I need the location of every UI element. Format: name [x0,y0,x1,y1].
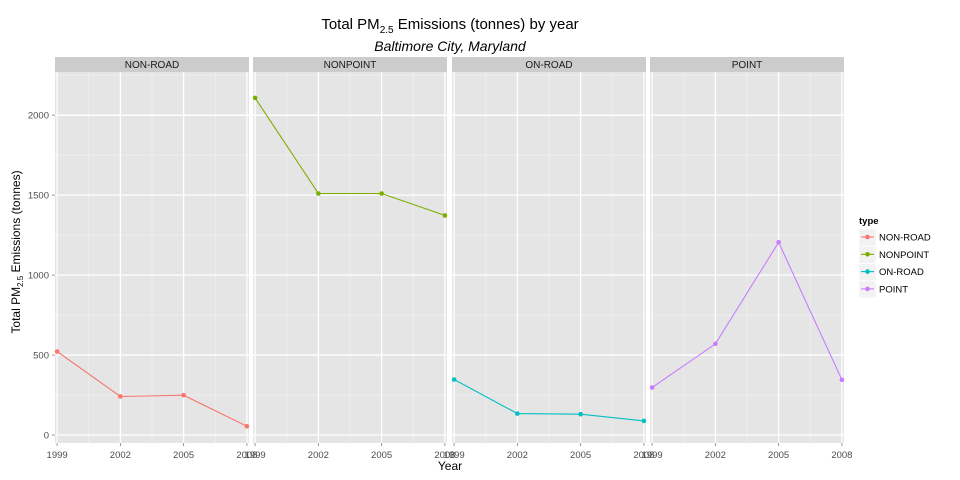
legend-item-point: POINT [858,280,908,299]
x-tick-label: 1999 [444,450,465,461]
x-tick-label: 1999 [642,450,663,461]
y-axis-title: Total PM2.5 Emissions (tonnes) [9,170,25,333]
y-tick-label: 0 [44,431,49,442]
x-tick-label: 2002 [110,450,131,461]
data-point [54,349,60,354]
y-axis-title-main: Total PM [9,287,23,334]
x-tick-label: 2008 [633,450,654,461]
y-tick-label: 1500 [28,191,49,202]
y-tick-label: 500 [33,351,49,362]
data-point [515,411,520,416]
data-point [118,394,123,399]
chart-subtitle: Baltimore City, Maryland [374,38,527,54]
data-point [776,240,781,245]
legend-title: type [859,216,879,227]
strip-label: ON-ROAD [525,60,572,71]
legend-key-point [865,269,870,274]
x-tick-label: 2002 [507,450,528,461]
y-tick-label: 2000 [28,111,49,122]
x-tick-label: 1999 [47,450,68,461]
strip-background [253,57,447,72]
x-tick-label: 1999 [245,450,266,461]
data-point [379,191,384,196]
panel-non-road: NON-ROAD 1999 2002 2005 2008 [47,57,257,461]
strip-background [452,57,646,72]
x-tick-label: 2008 [831,450,852,461]
x-tick-label: 2005 [173,450,194,461]
legend-item-nonpoint: NONPOINT [858,246,929,264]
panel-point: POINT 1999 2002 2005 2008 [642,57,852,461]
chart-title: Total PM2.5 Emissions (tonnes) by year [321,16,578,36]
strip-background [650,57,844,72]
y-tick-label: 1000 [28,271,49,282]
x-tick-label: 2008 [434,450,455,461]
data-point [252,95,258,101]
legend-key-point [865,234,870,240]
data-point [649,385,655,390]
y-axis-title-rest: Emissions (tonnes) [9,170,23,275]
series-line-non-road [56,351,248,427]
data-point [578,411,583,417]
x-axis-title: Year [438,459,462,473]
legend-label: NONPOINT [879,250,929,261]
chart-title-rest: Emissions (tonnes) by year [394,16,579,33]
x-tick-label: 2002 [308,450,329,461]
series-line-point [651,241,843,388]
legend-label: POINT [879,284,908,295]
series-line-on-road [453,379,644,422]
strip-label: POINT [732,60,763,71]
y-axis: 0 500 1000 1500 2000 [28,111,55,442]
legend-item-on-road: ON-ROAD [858,263,924,281]
strip-label: NON-ROAD [125,60,179,71]
data-point [244,423,250,429]
chart-title-subscript: 2.5 [380,25,394,36]
strip-label: NONPOINT [324,60,377,71]
data-point [641,418,647,424]
strip-background [55,57,249,72]
facet-panels: NON-ROAD 1999 2002 2005 2008 NONPOINT 1999 2002… [28,57,852,461]
data-point [181,392,186,398]
data-point [451,377,457,382]
legend-label: ON-ROAD [879,267,924,278]
data-point [442,213,448,218]
panel-nonpoint: NONPOINT 1999 2002 2005 2008 [245,57,455,461]
legend-key-point [865,252,870,257]
x-tick-label: 2002 [705,450,726,461]
x-tick-label: 2005 [371,450,392,461]
series-line-nonpoint [254,97,446,216]
data-point [839,377,845,383]
legend-key-point [865,286,870,292]
x-tick-label: 2008 [236,450,257,461]
y-axis-title-subscript: 2.5 [16,275,25,287]
chart-title-main: Total PM [321,16,379,33]
data-point [713,341,718,347]
data-point [316,191,321,196]
panel-on-road: ON-ROAD 1999 2002 2005 2008 [444,57,654,461]
legend-item-non-road: NON-ROAD [858,228,931,247]
x-tick-label: 2005 [570,450,591,461]
x-tick-label: 2005 [768,450,789,461]
legend: type NON-ROAD NONPOINT ON-ROAD POINT [858,216,931,299]
legend-label: NON-ROAD [879,233,931,244]
